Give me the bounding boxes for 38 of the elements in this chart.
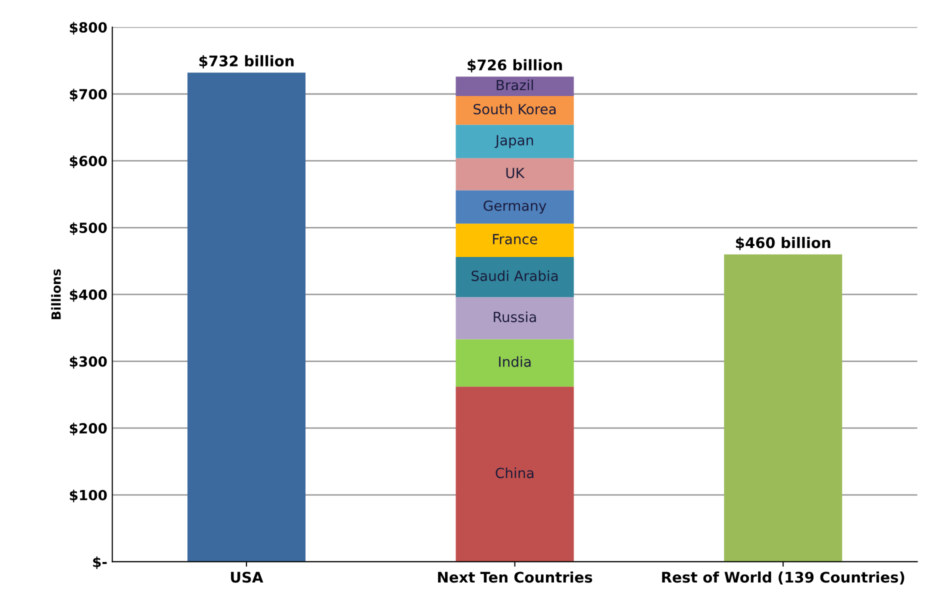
series-label: Russia	[494, 311, 536, 322]
bar	[456, 76, 574, 96]
total-label: $460 billion	[736, 236, 830, 250]
bar	[456, 224, 574, 258]
y-tick-label: $100	[70, 490, 107, 502]
bar	[456, 96, 574, 125]
series-label: Brazil	[496, 80, 533, 90]
x-tick-label: USA	[231, 572, 264, 583]
y-axis-title: Billions	[51, 269, 61, 320]
series-label: South Korea	[474, 104, 556, 114]
series-label: UK	[506, 168, 525, 178]
bar	[456, 124, 574, 158]
x-tick-label: Rest of World (139 Countries)	[662, 571, 904, 584]
total-label: $726 billion	[468, 59, 562, 72]
y-tick-label: $400	[70, 289, 107, 302]
y-tick-label: $600	[70, 156, 107, 168]
y-tick-label: $500	[70, 222, 107, 235]
y-tick-label: $700	[70, 88, 107, 102]
bar	[456, 339, 574, 387]
y-tick-label: $300	[70, 356, 107, 369]
bar	[187, 72, 306, 562]
bar	[456, 386, 574, 562]
y-tick-label: $200	[70, 422, 107, 436]
y-tick-label: $800	[70, 22, 107, 34]
series-label: France	[493, 234, 538, 244]
bar	[724, 254, 842, 562]
bar	[456, 297, 574, 340]
bar	[456, 257, 574, 298]
series-label: India	[499, 356, 531, 367]
series-label: Japan	[494, 135, 533, 148]
x-tick-label: Next Ten Countries	[438, 571, 592, 583]
total-label: $732 billion	[199, 55, 294, 68]
bar	[456, 190, 574, 224]
bar	[456, 158, 574, 190]
series-label: Saudi Arabia	[472, 270, 558, 282]
y-tick-label: $-	[93, 556, 107, 570]
series-label: China	[496, 467, 534, 478]
series-label: Germany	[484, 200, 546, 214]
